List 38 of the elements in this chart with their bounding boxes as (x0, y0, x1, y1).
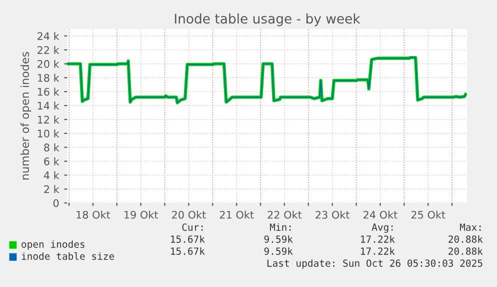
x-tick-label: 24 Okt (364, 210, 398, 219)
y-tick-label: 16 k (38, 88, 60, 96)
text: 17.22k (361, 235, 395, 243)
legend-label: inode table size (22, 252, 114, 260)
y-tick-label: 22 k (38, 46, 60, 54)
y-tick-label: 4 k (44, 171, 60, 180)
text: 17.22k (361, 247, 395, 255)
text: Avg: (372, 224, 393, 233)
x-tick-label: 19 Okt (124, 210, 158, 219)
x-tick-label: 21 Okt (220, 210, 254, 219)
text: 9.59k (264, 247, 293, 255)
y-tick-label: 2 k (44, 185, 60, 194)
y-tick-label: 10 k (38, 129, 60, 138)
text: Last update: Sun Oct 26 05:30:03 2025 (267, 259, 482, 269)
y-tick-label: 24 k (38, 32, 60, 40)
text: Cur: (182, 223, 203, 231)
x-tick-label: 25 Okt (411, 210, 446, 219)
text: 20.88k (448, 247, 483, 255)
y-tick-label: 14 k (38, 102, 60, 110)
text: Min: (270, 223, 291, 231)
y-tick-label: 18 k (38, 74, 60, 82)
y-tick-label: 20 k (38, 60, 60, 68)
y-tick-label: 12 k (38, 116, 60, 124)
chart-title: Inode table usage - by week (174, 13, 360, 26)
x-tick-label: 22 Okt (268, 210, 302, 219)
y-axis-title: number of open inodes (20, 52, 32, 180)
text: 9.59k (264, 235, 293, 243)
y-tick-label: 8 k (44, 143, 60, 152)
text: 15.67k (171, 235, 205, 243)
legend-label: open inodes (22, 240, 84, 250)
x-tick-label: 23 Okt (316, 210, 350, 219)
text: 20.88k (448, 235, 483, 243)
x-tick-label: 20 Okt (172, 210, 206, 219)
y-tick-label: 6 k (44, 157, 60, 166)
x-tick-label: 18 Okt (76, 210, 110, 219)
text: 15.67k (171, 247, 205, 255)
text: Max: (460, 224, 481, 231)
y-tick-label: 0 (53, 199, 59, 208)
